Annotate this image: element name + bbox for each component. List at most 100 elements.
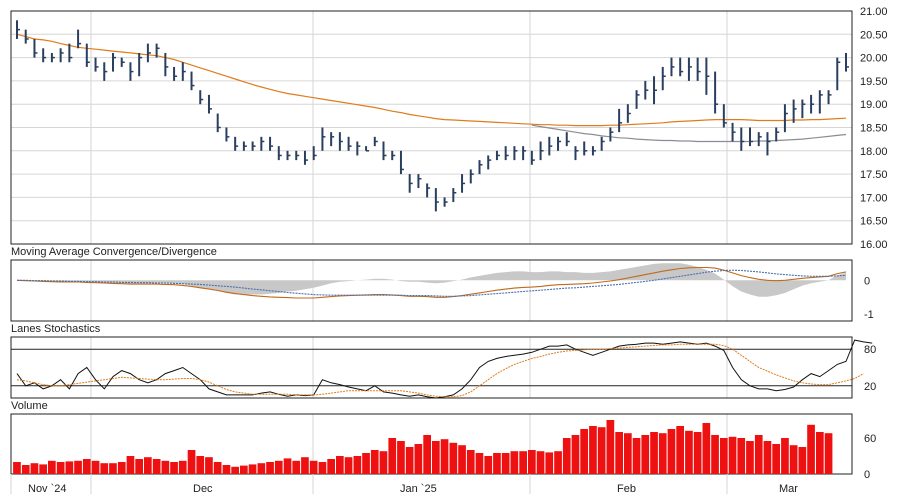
price-bar: [609, 127, 614, 142]
price-bar: [530, 150, 535, 165]
price-bar: [522, 146, 527, 161]
x-axis-label: Mar: [779, 483, 798, 495]
volume-bar: [772, 444, 780, 474]
volume-bar: [222, 465, 231, 474]
price-bar: [181, 62, 186, 81]
volume-bar: [658, 433, 667, 474]
price-bar: [199, 90, 204, 105]
price-bar: [373, 136, 378, 147]
volume-bar: [405, 447, 414, 474]
stochastics-panel: Lanes Stochastics 80 20: [10, 323, 876, 399]
volume-bar: [152, 459, 161, 474]
volume-bar: [519, 451, 527, 474]
price-bar: [644, 80, 649, 100]
price-bar: [207, 94, 212, 114]
stochastics-tick-label: 80: [864, 344, 876, 356]
x-axis: Nov `24 Dec Jan `25 Feb Mar: [10, 474, 798, 495]
volume-bar: [205, 457, 213, 474]
volume-bar: [379, 451, 388, 474]
price-bar: [164, 52, 169, 77]
volume-bar: [144, 457, 152, 474]
volume-bar: [615, 432, 623, 474]
price-bar: [68, 43, 73, 63]
macd-panel: Moving Average Convergence/Divergence 0 -…: [10, 246, 874, 322]
price-bar: [434, 188, 439, 212]
price-bar: [583, 141, 588, 156]
price-tick-label: 16.00: [860, 239, 888, 251]
price-bar: [146, 43, 151, 63]
stochastics-d-line: [16, 343, 864, 398]
price-tick-label: 20.00: [860, 53, 888, 65]
price-bar: [574, 146, 579, 161]
price-bar: [714, 71, 719, 114]
volume-bar: [641, 435, 650, 474]
volume-bar: [781, 438, 789, 474]
price-bar: [836, 57, 841, 91]
price-bar: [295, 150, 300, 161]
price-bar: [321, 127, 326, 151]
x-axis-label: Nov `24: [28, 483, 67, 495]
price-bar: [618, 108, 623, 133]
price-bar: [286, 150, 291, 161]
volume-bar: [545, 452, 554, 474]
volume-bar: [798, 447, 807, 474]
moving-average-fast-line: [16, 33, 847, 127]
price-bar: [513, 146, 518, 161]
volume-bar: [327, 459, 335, 474]
volume-bar: [693, 432, 702, 474]
price-bar: [539, 141, 544, 161]
volume-bar: [432, 441, 440, 474]
moving-average-slow-line: [531, 124, 847, 143]
price-frame: [10, 10, 853, 245]
volume-bar: [458, 445, 466, 474]
price-bar: [225, 127, 230, 142]
price-bar: [461, 174, 466, 193]
price-bar: [653, 76, 658, 105]
price-bar: [679, 57, 684, 77]
volume-bar: [56, 462, 65, 474]
price-bar: [626, 104, 631, 123]
volume-bar: [65, 461, 74, 474]
price-bar: [827, 90, 832, 105]
price-bar: [16, 20, 20, 39]
price-bar: [818, 90, 823, 114]
price-bar: [766, 132, 771, 156]
volume-bar: [178, 460, 187, 474]
macd-frame: [10, 259, 853, 322]
volume-bar: [196, 456, 205, 474]
volume-bar: [231, 466, 239, 474]
volume-bar: [274, 460, 283, 474]
macd-tick-label: 0: [864, 275, 870, 287]
price-bar: [338, 132, 343, 151]
price-bar: [234, 136, 239, 151]
price-bar: [155, 43, 160, 58]
volume-bar: [187, 450, 196, 474]
volume-frame: [10, 413, 853, 475]
macd-signal-line: [17, 269, 847, 297]
volume-bar: [528, 450, 536, 474]
x-axis-label: Feb: [617, 483, 636, 495]
volume-bar: [126, 456, 135, 474]
volume-bar: [676, 426, 684, 474]
price-bar: [722, 104, 727, 128]
volume-bar: [161, 460, 170, 474]
volume-tick-label: 60: [864, 433, 876, 445]
volume-bar: [414, 444, 423, 474]
price-bar: [303, 150, 308, 165]
price-bar: [783, 104, 788, 133]
price-bar: [103, 62, 108, 81]
volume-bar: [117, 462, 126, 474]
volume-bar: [301, 457, 309, 474]
price-bar: [696, 57, 701, 81]
volume-bar: [510, 451, 519, 474]
volume-bar: [501, 453, 510, 474]
volume-bar: [754, 435, 763, 474]
macd-line: [16, 266, 847, 299]
price-bar: [504, 146, 509, 161]
price-bar: [731, 122, 736, 142]
volume-bar: [746, 441, 754, 474]
price-bar: [426, 183, 431, 198]
price-bar: [111, 52, 116, 72]
volume-bar: [397, 441, 405, 474]
volume-bar: [91, 460, 100, 474]
